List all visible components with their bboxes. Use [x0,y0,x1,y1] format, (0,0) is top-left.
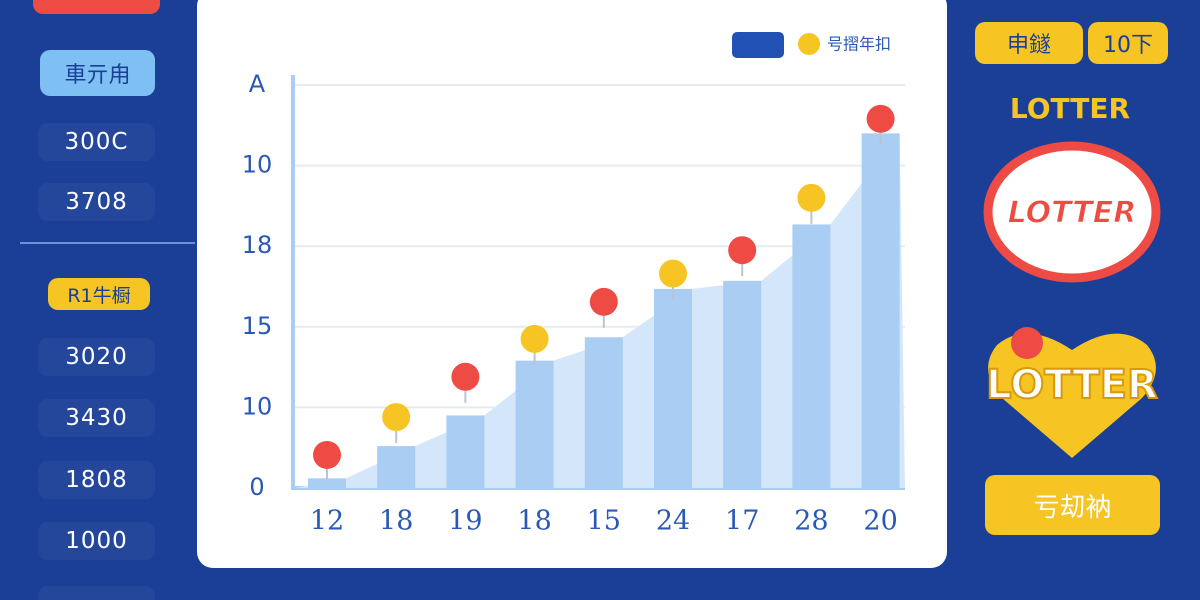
sidebar-item[interactable]: 1000 [38,522,155,560]
x-tick-label: 17 [725,506,759,537]
top-button[interactable] [33,0,160,14]
logo-text: LOTTER [986,362,1158,408]
bar [654,288,692,488]
y-tick-label: 0 [249,473,264,501]
marker [797,183,826,212]
x-tick-label: 19 [448,506,482,537]
marker [589,287,618,316]
marker [866,104,895,133]
bar [584,337,623,488]
legend-label: 号摺年扣 [827,35,891,54]
y-tick-label: 15 [242,312,273,340]
sidebar-item[interactable]: 3708 [38,183,155,221]
chart: 0 10 15 18 10 A 12 18 19 18 15 24 17 28 20 号摺年扣 [242,32,905,537]
legend-swatch [732,32,784,58]
x-tick-label: 18 [517,506,551,537]
sidebar-item[interactable] [38,586,155,600]
chart-card: 0 10 15 18 10 A 12 18 19 18 15 24 17 28 20 号摺年扣 [197,0,947,568]
sidebar-badge[interactable]: R1牛橱 [48,278,150,310]
right-button[interactable]: 10下 [1088,22,1168,64]
marker [382,403,411,432]
sidebar-button[interactable]: 車亓甪 [40,50,155,96]
marker [728,236,757,265]
y-tick-label: 18 [242,231,273,259]
sidebar-item[interactable]: 300C [38,123,155,161]
logo-heart [988,333,1156,458]
sidebar-item[interactable]: 3430 [38,399,155,437]
x-tick-label: 28 [794,506,828,537]
divider [20,242,195,244]
marker [313,440,341,469]
marker [520,324,549,353]
bar [377,446,416,488]
x-tick-label: 20 [863,506,897,537]
legend-marker [798,33,820,55]
x-tick-label: 24 [656,506,690,537]
x-tick-label: 12 [310,506,344,537]
y-tick-label: 10 [242,392,273,420]
bar [308,478,346,488]
action-button[interactable]: 亏刧衲 [985,475,1160,535]
bar [861,133,900,489]
y-tick-label: A [249,70,266,98]
x-tick-label: 18 [379,506,413,537]
bar [723,280,762,488]
brand-title: LOTTER [1009,92,1131,125]
logo-badge [983,141,1161,283]
bar [515,360,554,488]
right-button[interactable]: 申鐩 [975,22,1083,64]
bar [792,224,831,489]
sidebar-item[interactable]: 3020 [38,338,155,376]
y-tick-label: 10 [242,151,273,179]
logo-text: LOTTER [1008,196,1137,231]
marker [451,362,480,391]
bar [446,415,485,488]
x-tick-label: 15 [587,506,621,537]
sidebar-item[interactable]: 1808 [38,461,155,499]
marker [659,259,687,288]
logo-dot [1011,327,1043,359]
logos: LOTTER LOTTER [983,141,1161,458]
